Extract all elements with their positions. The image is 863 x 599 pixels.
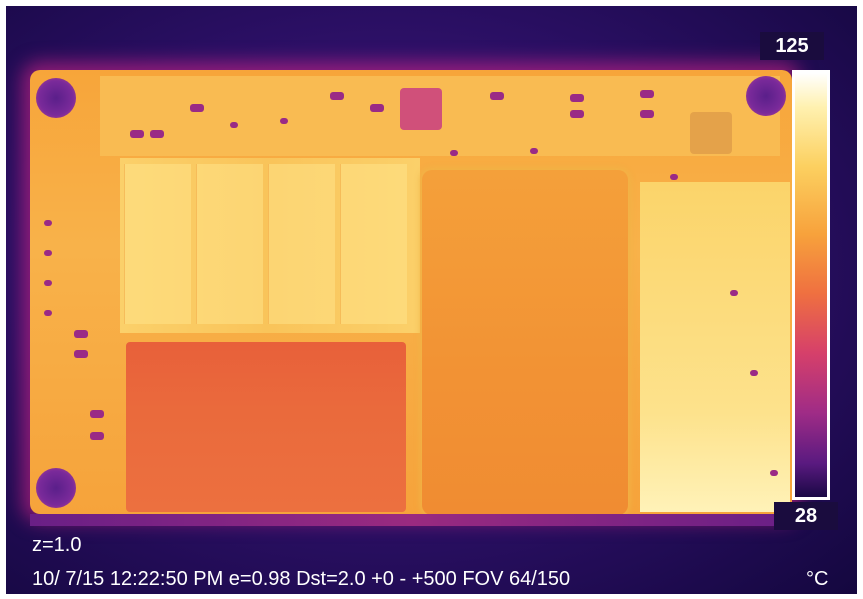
- large-component-left: [126, 342, 406, 512]
- grid-cell: [340, 164, 407, 324]
- smd-component: [330, 92, 344, 100]
- temperature-unit: °C: [806, 568, 829, 590]
- mounting-hole: [36, 468, 76, 508]
- status-readout: 10/ 7/15 12:22:50 PM e=0.98 Dst=2.0 +0 -…: [32, 568, 571, 590]
- board-edge: [30, 514, 792, 526]
- thermal-image: 125 28 z=1.0 10/ 7/15 12:22:50 PM e=0.98…: [6, 6, 857, 594]
- smd-component: [230, 122, 238, 128]
- grid-cell: [124, 164, 191, 324]
- smd-component: [44, 220, 52, 226]
- grid-cell: [268, 164, 335, 324]
- smd-component: [44, 280, 52, 286]
- smd-component: [130, 130, 144, 138]
- temperature-scale: [792, 70, 830, 500]
- smd-component: [90, 432, 104, 440]
- smd-component: [750, 370, 758, 376]
- smd-component: [150, 130, 164, 138]
- smd-component: [640, 90, 654, 98]
- ic-chip: [690, 112, 732, 154]
- smd-component: [190, 104, 204, 112]
- mounting-hole: [746, 76, 786, 116]
- smd-component: [44, 310, 52, 316]
- smd-component: [530, 148, 538, 154]
- smd-component: [490, 92, 504, 100]
- smd-component: [90, 410, 104, 418]
- smd-component: [74, 350, 88, 358]
- smd-component: [450, 150, 458, 156]
- smd-component: [280, 118, 288, 124]
- smd-component: [730, 290, 738, 296]
- large-component-center: [422, 170, 628, 515]
- ic-chip: [400, 88, 442, 130]
- smd-component: [370, 104, 384, 112]
- smd-component: [74, 330, 88, 338]
- smd-component: [670, 174, 678, 180]
- smd-component: [44, 250, 52, 256]
- scale-max-label: 125: [760, 32, 824, 60]
- scale-min-label: 28: [774, 502, 838, 530]
- smd-component: [570, 110, 584, 118]
- color-scale-bar: [795, 73, 827, 497]
- hot-region-right: [640, 182, 790, 512]
- pcb-board: [30, 70, 792, 515]
- smd-component: [640, 110, 654, 118]
- smd-component: [570, 94, 584, 102]
- zoom-readout: z=1.0: [32, 534, 82, 556]
- smd-component: [770, 470, 778, 476]
- grid-cell: [196, 164, 263, 324]
- warm-module-grid: [120, 158, 420, 333]
- mounting-hole: [36, 78, 76, 118]
